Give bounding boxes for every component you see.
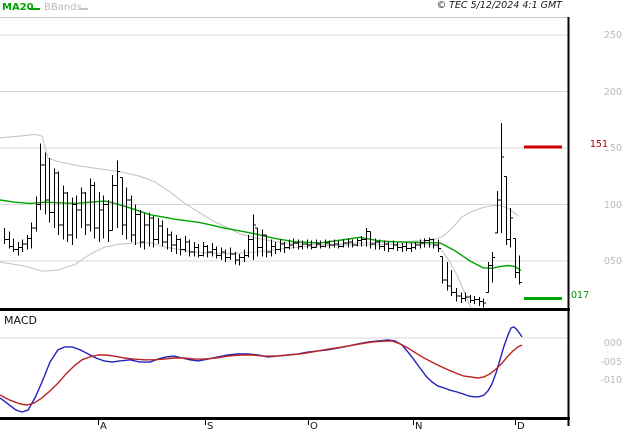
legend-ma20-label: MA20 xyxy=(2,2,34,13)
month-label: S xyxy=(207,421,214,432)
copyright-timestamp: © TEC 5/12/2024 4:1 GMT xyxy=(436,0,562,11)
price-axis-label: 100 xyxy=(603,199,622,211)
price-axis-label: 200 xyxy=(603,86,622,98)
month-label: O xyxy=(310,421,318,432)
month-label: A xyxy=(100,421,107,432)
macd-panel-title: MACD xyxy=(4,314,37,327)
macd-axis-label: 000 xyxy=(603,338,622,349)
legend-bbands-label: BBands xyxy=(44,2,82,13)
price-axis-label: 050 xyxy=(603,256,622,267)
macd-axis-label: -005 xyxy=(600,356,622,368)
ma20-line-swatch-icon xyxy=(29,8,40,10)
macd-axis-label: -010 xyxy=(600,375,622,386)
price-axis-label: 150 xyxy=(603,143,622,154)
bbands-line-swatch-icon xyxy=(79,8,88,10)
month-label: N xyxy=(415,421,423,432)
price-level-label-red: 151 xyxy=(588,139,609,150)
price-level-label-green: 017 xyxy=(571,290,590,301)
price-axis-label: 250 xyxy=(603,30,622,41)
month-label: D xyxy=(517,421,525,432)
